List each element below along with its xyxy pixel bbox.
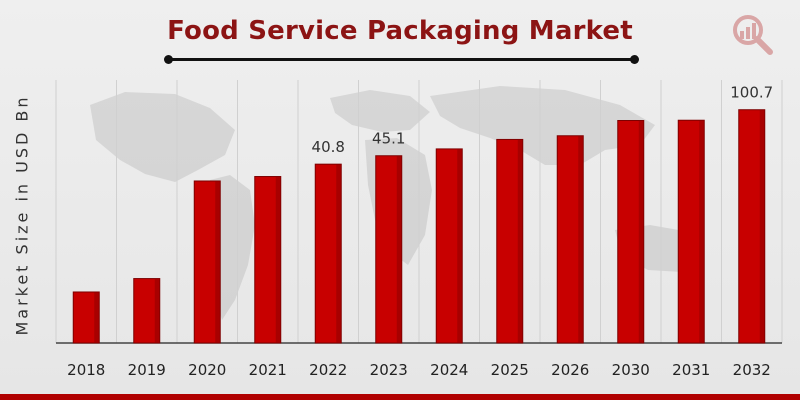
bar-shade-2026 [578,135,584,343]
bar-shade-2020 [215,180,221,343]
bar-shade-2031 [699,120,705,343]
x-tick-label-2024: 2024 [430,361,468,379]
x-tick-label-2025: 2025 [491,361,529,379]
x-tick-label-2022: 2022 [309,361,347,379]
bar-group-2026: 2026 [551,135,589,379]
bar-shade-2032 [759,109,765,344]
bar-group-2031: 2031 [672,119,710,379]
bar-group-2018: 2018 [67,291,105,379]
data-label-2032: 100.7 [730,84,773,102]
x-tick-label-2018: 2018 [67,361,105,379]
bar-group-2019: 2019 [128,278,166,379]
chart-title: Food Service Packaging Market [167,16,633,46]
bar-shade-2021 [275,176,281,343]
x-tick-label-2030: 2030 [612,361,650,379]
bar-shade-2023 [396,155,402,343]
bar-shade-2019 [154,278,160,343]
title-underline [168,58,634,61]
x-tick-label-2021: 2021 [249,361,287,379]
bar-group-2021: 2021 [249,176,287,379]
x-tick-label-2020: 2020 [188,361,226,379]
data-label-2022: 40.8 [312,138,345,156]
bar-group-2023: 2023 45.1 [370,130,408,379]
bar-group-2020: 2020 [188,180,226,379]
bar-group-2030: 2030 [612,120,650,379]
bar-shade-2024 [457,148,463,343]
x-tick-label-2023: 2023 [370,361,408,379]
bar-group-2025: 2025 [491,138,529,379]
x-tick-label-2031: 2031 [672,361,710,379]
x-tick-label-2019: 2019 [128,361,166,379]
title-underline-left-dot [164,55,173,64]
x-tick-label-2026: 2026 [551,361,589,379]
bar-group-2024: 2024 [430,148,468,379]
bar-shade-2022 [336,164,342,343]
data-label-2023: 45.1 [372,130,405,148]
bottom-accent-bar [0,394,800,400]
title-underline-right-dot [630,55,639,64]
bar-group-2022: 2022 40.8 [309,138,347,379]
bar-group-2032: 2032 100.7 [730,84,773,379]
bar-shade-2025 [517,139,523,343]
bar-shade-2018 [94,291,100,343]
x-tick-label-2032: 2032 [733,361,771,379]
bar-shade-2030 [638,120,644,343]
magnifier-chart-icon [733,15,773,55]
